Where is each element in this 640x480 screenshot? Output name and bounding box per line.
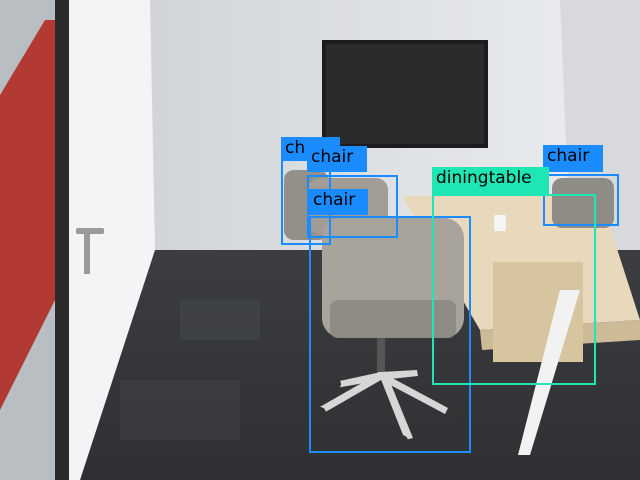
detection-label-chair-mid: chair [307, 146, 367, 172]
detection-box-chair-back [543, 174, 619, 226]
detection-label-diningtable: diningtable [432, 167, 549, 194]
detection-box-diningtable [432, 194, 596, 385]
detection-label-chair-front: chair [309, 189, 368, 215]
detection-box-chair-front [309, 216, 471, 453]
detection-label-chair-back: chair [543, 145, 603, 172]
detection-box-chair-mid [307, 175, 398, 238]
